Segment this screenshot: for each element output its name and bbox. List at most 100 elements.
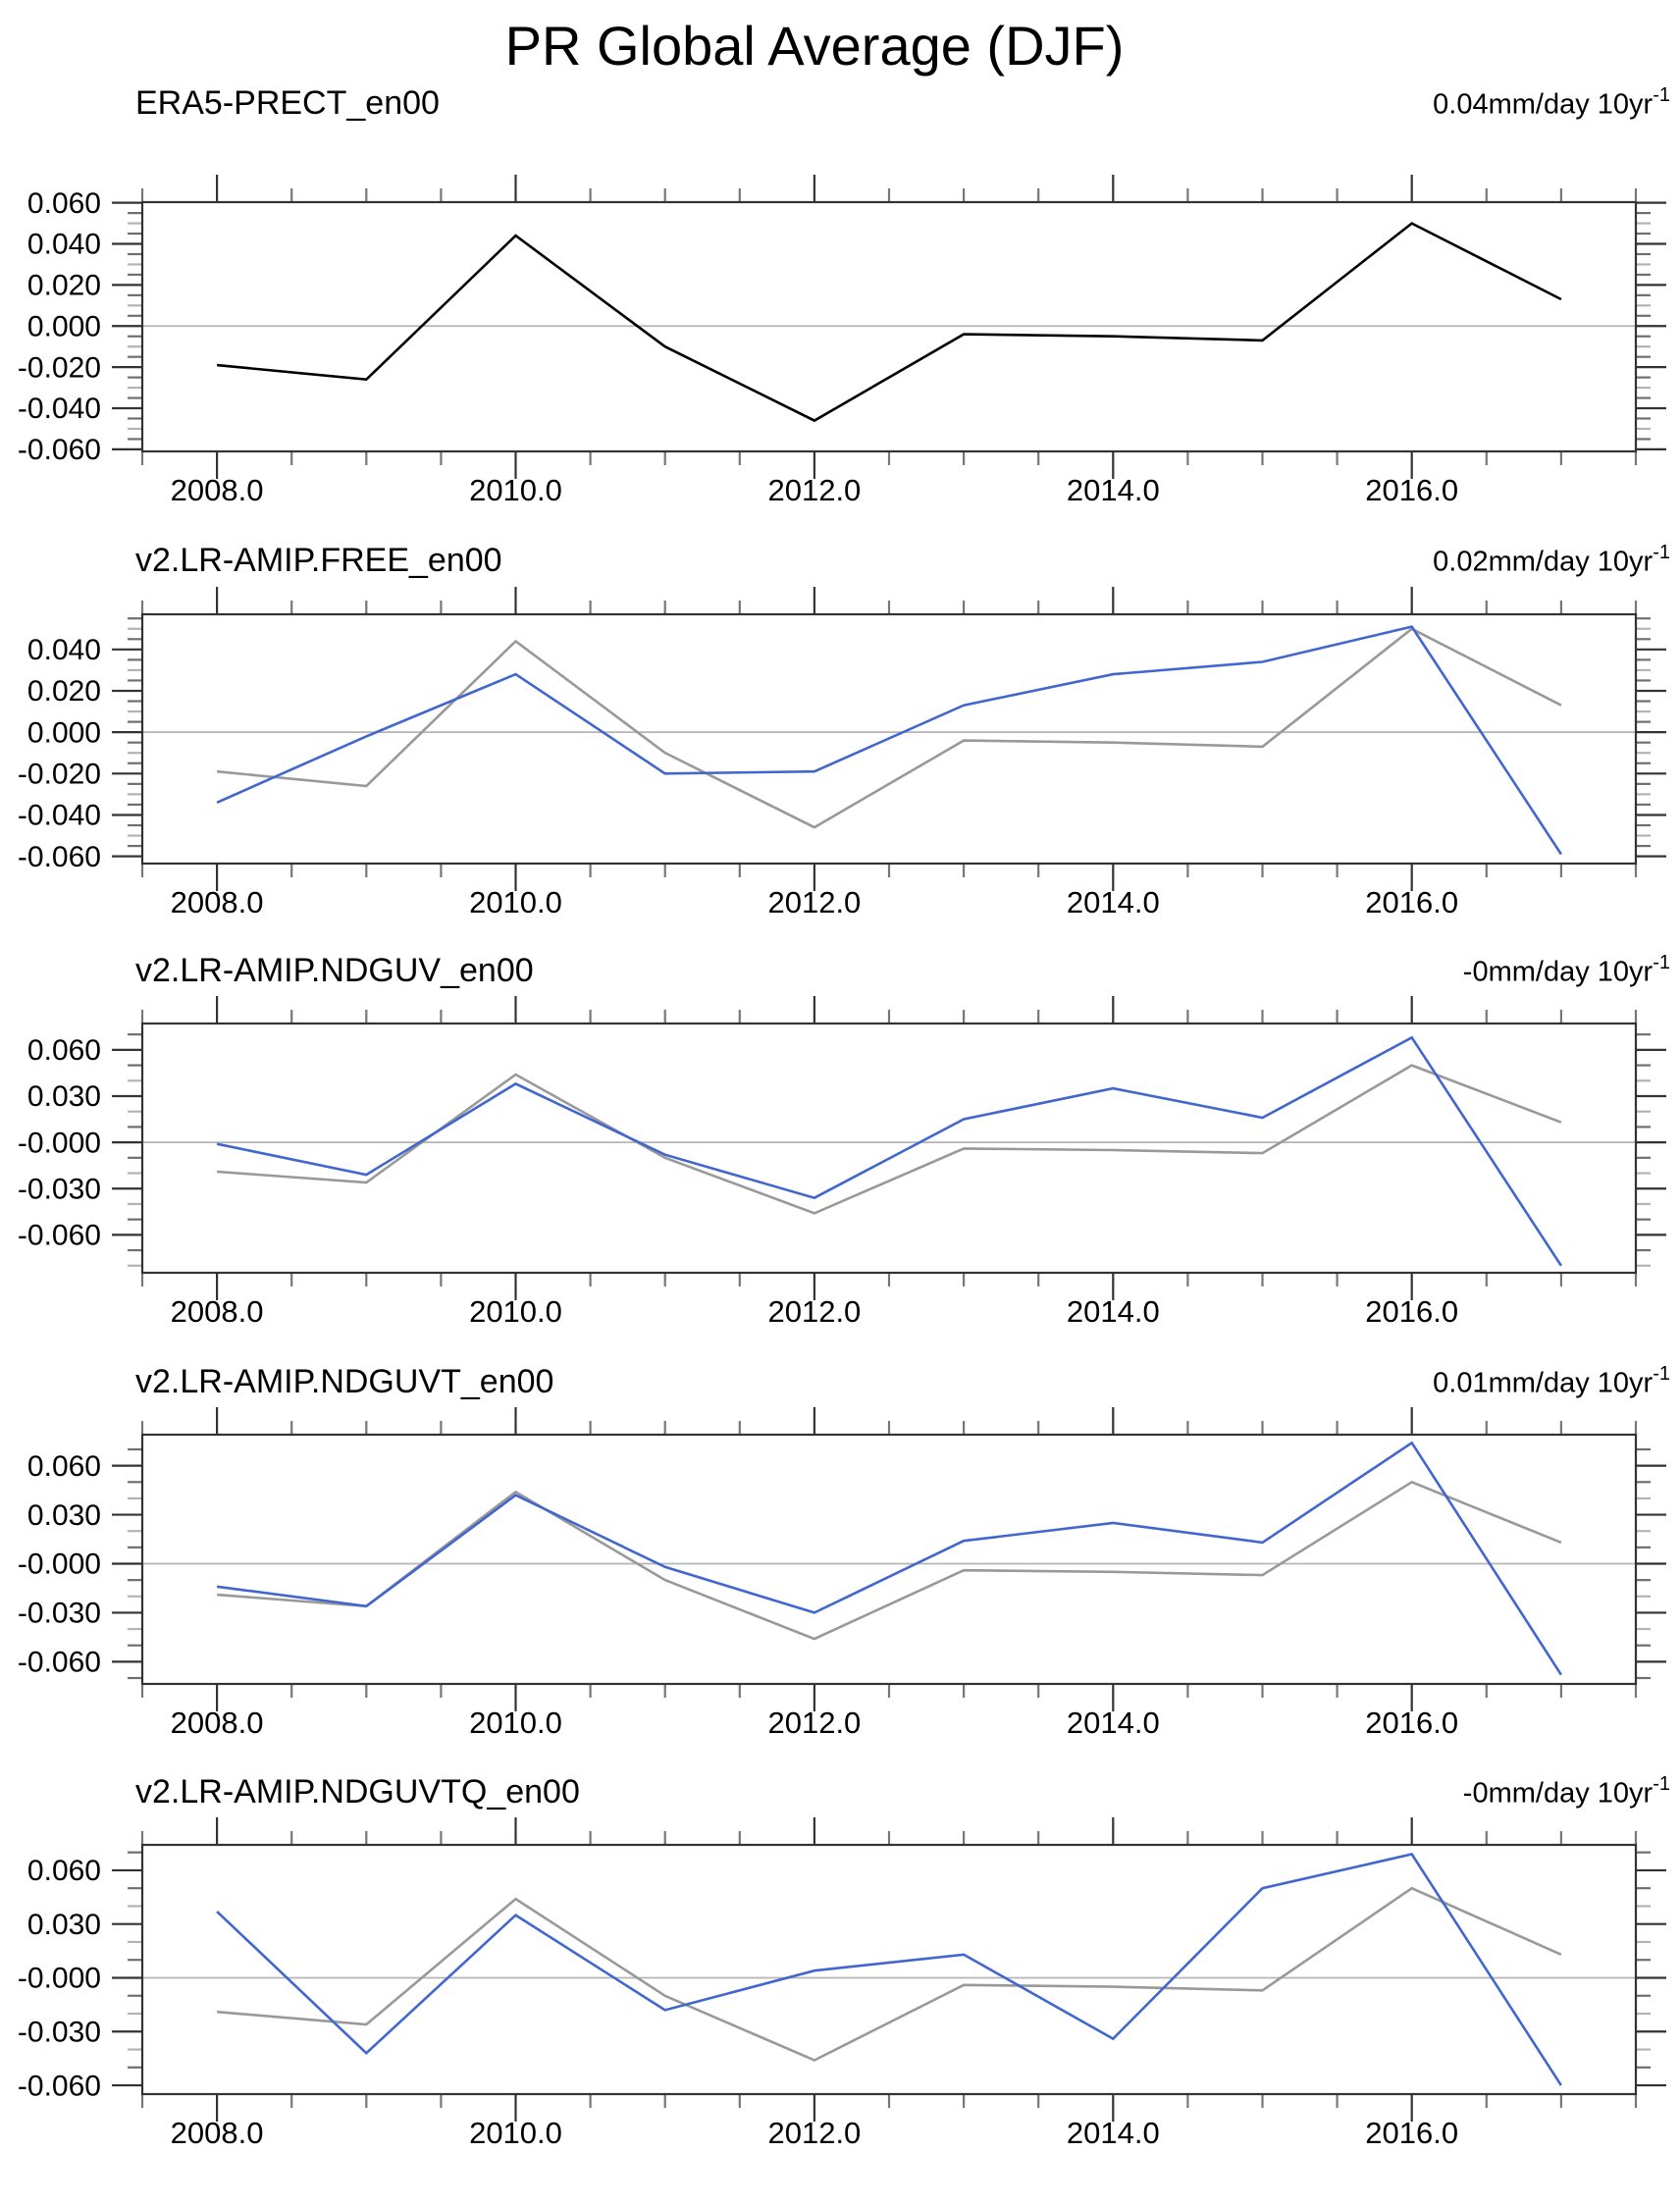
- panel-title: v2.LR-AMIP.FREE_en00: [135, 542, 502, 579]
- era5-reference-line: [217, 1064, 1562, 1215]
- plot-border: [140, 1022, 1638, 1275]
- model-line: [216, 625, 1562, 856]
- y-tick-label: -0.060: [18, 1220, 101, 1252]
- y-tick-label: 0.030: [27, 1909, 101, 1941]
- panel-title: v2.LR-AMIP.NDGUV_en00: [135, 952, 534, 989]
- plot-border: [140, 1843, 1638, 2096]
- trend-annotation: -0mm/day 10yr-1: [1462, 952, 1670, 989]
- trend-unit-exponent: -1: [1653, 84, 1670, 107]
- y-tick-label: 0.060: [27, 1855, 101, 1887]
- plot-border: [140, 612, 1638, 866]
- model-line: [216, 1441, 1562, 1676]
- panel-4: 0.060 0.030 -0.000 -0.030 -0.060 2008.0 2010.0…: [18, 1817, 1666, 2150]
- trend-value: -0: [1462, 1778, 1489, 1810]
- y-tick-label: -0.030: [18, 2016, 101, 2048]
- model-line: [216, 1853, 1562, 2086]
- x-tick-label: 2008.0: [171, 1294, 264, 1329]
- trend-unit-exponent: -1: [1653, 1363, 1670, 1386]
- model-line: [216, 1035, 1562, 1267]
- trend-unit: mm/day 10yr: [1488, 957, 1654, 988]
- x-tick-label: 2010.0: [469, 2116, 562, 2150]
- y-tick-label: 0.030: [27, 1499, 101, 1532]
- trend-value: -0: [1462, 957, 1489, 988]
- y-tick-label: -0.040: [18, 800, 101, 832]
- y-tick-label: 0.020: [27, 675, 101, 708]
- panel-header-1: v2.LR-AMIP.FREE_en00 0.02mm/day 10yr-1: [135, 542, 1670, 580]
- trend-annotation: 0.02mm/day 10yr-1: [1433, 542, 1670, 579]
- y-tick-label: -0.030: [18, 1173, 101, 1205]
- trend-value: 0.01: [1433, 1368, 1489, 1399]
- panel-title: v2.LR-AMIP.NDGUVTQ_en00: [135, 1773, 580, 1811]
- x-tick-label: 2016.0: [1365, 2116, 1458, 2150]
- y-tick-label: -0.040: [18, 393, 101, 425]
- y-tick-label: 0.060: [27, 1034, 101, 1067]
- y-tick-label: -0.060: [18, 1647, 101, 1679]
- x-tick-label: 2012.0: [767, 473, 861, 507]
- panel-1: 0.040 0.020 0.000 -0.020 -0.040 -0.060 2008.0 2…: [18, 587, 1666, 919]
- x-tick-label: 2012.0: [767, 1706, 861, 1740]
- x-tick-label: 2014.0: [1067, 473, 1160, 507]
- y-tick-label: -0.000: [18, 1127, 101, 1159]
- x-tick-label: 2010.0: [469, 1294, 562, 1329]
- y-tick-label: 0.000: [27, 310, 101, 342]
- x-tick-label: 2012.0: [767, 1294, 861, 1329]
- panel-header-2: v2.LR-AMIP.NDGUV_en00 -0mm/day 10yr-1: [135, 952, 1670, 990]
- panel-title: ERA5-PRECT_en00: [135, 84, 440, 122]
- y-tick-label: 0.000: [27, 716, 101, 749]
- x-tick-label: 2010.0: [469, 1706, 562, 1740]
- x-tick-label: 2016.0: [1365, 1706, 1458, 1740]
- trend-annotation: 0.01mm/day 10yr-1: [1433, 1363, 1670, 1400]
- panel-3: 0.060 0.030 -0.000 -0.030 -0.060 2008.0 2010.0…: [18, 1407, 1666, 1740]
- x-tick-label: 2016.0: [1365, 1294, 1458, 1329]
- x-tick-label: 2014.0: [1067, 885, 1160, 919]
- trend-unit: mm/day 10yr: [1488, 1368, 1654, 1399]
- y-tick-label: -0.060: [18, 434, 101, 466]
- era5-reference-line: [216, 222, 1562, 423]
- y-tick-label: 0.030: [27, 1080, 101, 1113]
- panel-0: 0.060 0.040 0.020 0.000 -0.020 -0.040 -0.060 20…: [18, 175, 1666, 507]
- panel-header-3: v2.LR-AMIP.NDGUVT_en00 0.01mm/day 10yr-1: [135, 1363, 1670, 1401]
- plot-border: [140, 1433, 1638, 1686]
- trend-unit: mm/day 10yr: [1488, 89, 1654, 121]
- x-tick-label: 2016.0: [1365, 885, 1458, 919]
- y-tick-label: -0.020: [18, 351, 101, 384]
- x-tick-label: 2008.0: [171, 1706, 264, 1740]
- x-tick-label: 2008.0: [171, 473, 264, 507]
- x-tick-label: 2012.0: [767, 2116, 861, 2150]
- plot-border: [140, 200, 1638, 453]
- trend-annotation: -0mm/day 10yr-1: [1462, 1773, 1670, 1811]
- trend-value: 0.02: [1433, 547, 1489, 578]
- panel-2: 0.060 0.030 -0.000 -0.030 -0.060 2008.0 2010.0…: [18, 996, 1666, 1329]
- era5-reference-line: [216, 627, 1562, 829]
- x-tick-label: 2010.0: [469, 885, 562, 919]
- x-tick-label: 2010.0: [469, 473, 562, 507]
- y-tick-label: -0.030: [18, 1598, 101, 1630]
- trend-unit: mm/day 10yr: [1488, 1778, 1654, 1810]
- trend-value: 0.04: [1433, 89, 1489, 121]
- y-tick-label: 0.040: [27, 229, 101, 261]
- y-tick-label: -0.060: [18, 2070, 101, 2102]
- y-tick-label: 0.020: [27, 270, 101, 302]
- x-tick-label: 2014.0: [1067, 1706, 1160, 1740]
- trend-unit: mm/day 10yr: [1488, 547, 1654, 578]
- trend-unit-exponent: -1: [1653, 952, 1670, 974]
- x-tick-label: 2012.0: [767, 885, 861, 919]
- x-tick-label: 2008.0: [171, 2116, 264, 2150]
- x-tick-label: 2014.0: [1067, 2116, 1160, 2150]
- y-tick-label: -0.020: [18, 759, 101, 791]
- x-tick-label: 2008.0: [171, 885, 264, 919]
- y-tick-label: 0.040: [27, 634, 101, 666]
- trend-unit-exponent: -1: [1653, 1773, 1670, 1796]
- era5-reference-line: [216, 1886, 1562, 2062]
- era5-reference-line: [217, 1480, 1562, 1641]
- y-tick-label: -0.000: [18, 1549, 101, 1581]
- panel-header-4: v2.LR-AMIP.NDGUVTQ_en00 -0mm/day 10yr-1: [135, 1773, 1670, 1811]
- y-tick-label: 0.060: [27, 1450, 101, 1483]
- trend-unit-exponent: -1: [1653, 542, 1670, 564]
- trend-annotation: 0.04mm/day 10yr-1: [1433, 84, 1670, 122]
- panel-header-0: ERA5-PRECT_en00 0.04mm/day 10yr-1: [135, 84, 1670, 123]
- panel-title: v2.LR-AMIP.NDGUVT_en00: [135, 1363, 554, 1400]
- y-tick-label: 0.060: [27, 187, 101, 220]
